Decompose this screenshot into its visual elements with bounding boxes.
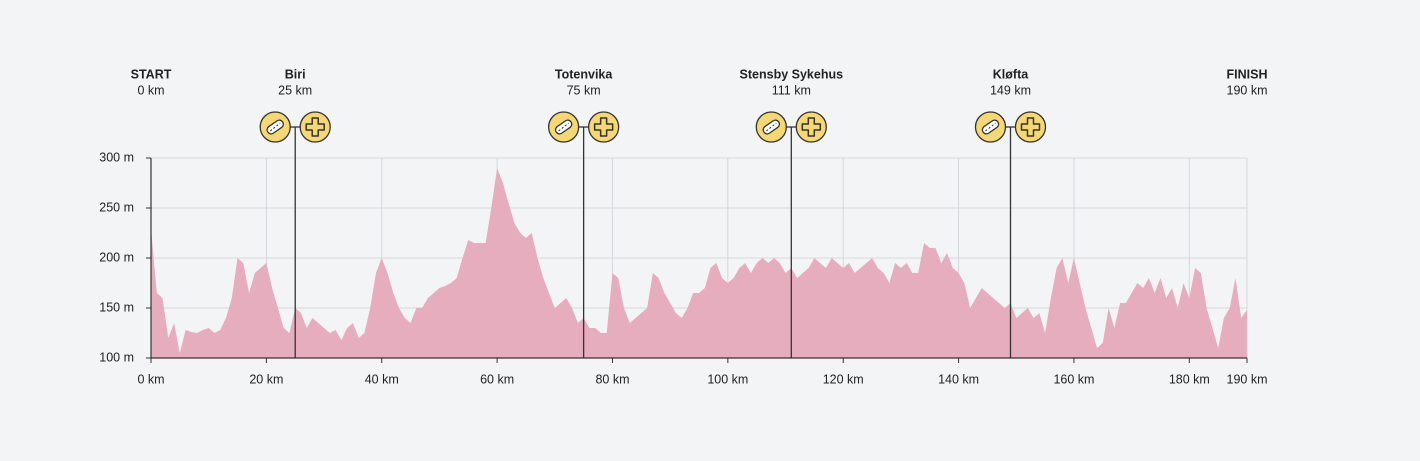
elevation-area: [151, 168, 1247, 358]
x-tick-label: 180 km: [1169, 372, 1210, 386]
medical-icon-cross: [305, 117, 325, 137]
medical-icon-cross: [1020, 117, 1041, 137]
x-tick-label: 100 km: [707, 372, 748, 386]
x-tick-label: 80 km: [595, 372, 629, 386]
checkpoint-name: Biri: [285, 67, 306, 81]
checkpoint-distance: 149 km: [990, 83, 1031, 97]
checkpoint-icons: [547, 111, 620, 143]
x-tick-label: 20 km: [249, 372, 283, 386]
checkpoint-name: Stensby Sykehus: [740, 67, 844, 81]
x-tick-label: 120 km: [823, 372, 864, 386]
medical-icon-cross: [801, 117, 822, 137]
checkpoint-icons: [259, 111, 331, 143]
x-tick-label: 60 km: [480, 372, 514, 386]
x-tick-label: 140 km: [938, 372, 979, 386]
medical-icon-cross: [593, 117, 614, 137]
checkpoint-name: FINISH: [1227, 67, 1268, 81]
y-tick-label: 300 m: [99, 150, 134, 164]
y-tick-label: 200 m: [99, 250, 134, 264]
y-tick-label: 100 m: [99, 350, 134, 364]
x-tick-label: 40 km: [365, 372, 399, 386]
checkpoint-icons: [974, 111, 1047, 143]
x-tick-label: 190 km: [1227, 372, 1268, 386]
checkpoint-distance: 111 km: [772, 83, 811, 97]
checkpoint-name: Totenvika: [555, 67, 613, 81]
checkpoint-distance: 25 km: [278, 83, 312, 97]
y-tick-label: 150 m: [99, 300, 134, 314]
checkpoint-distance: 190 km: [1227, 83, 1268, 97]
y-tick-label: 250 m: [99, 200, 134, 214]
checkpoint-name: Kløfta: [993, 67, 1029, 81]
x-tick-label: 160 km: [1053, 372, 1094, 386]
checkpoint-name: START: [131, 67, 172, 81]
x-tick-label: 0 km: [137, 372, 164, 386]
checkpoint-distance: 75 km: [567, 83, 601, 97]
checkpoint-distance: 0 km: [137, 83, 164, 97]
checkpoint-icons: [755, 111, 827, 143]
